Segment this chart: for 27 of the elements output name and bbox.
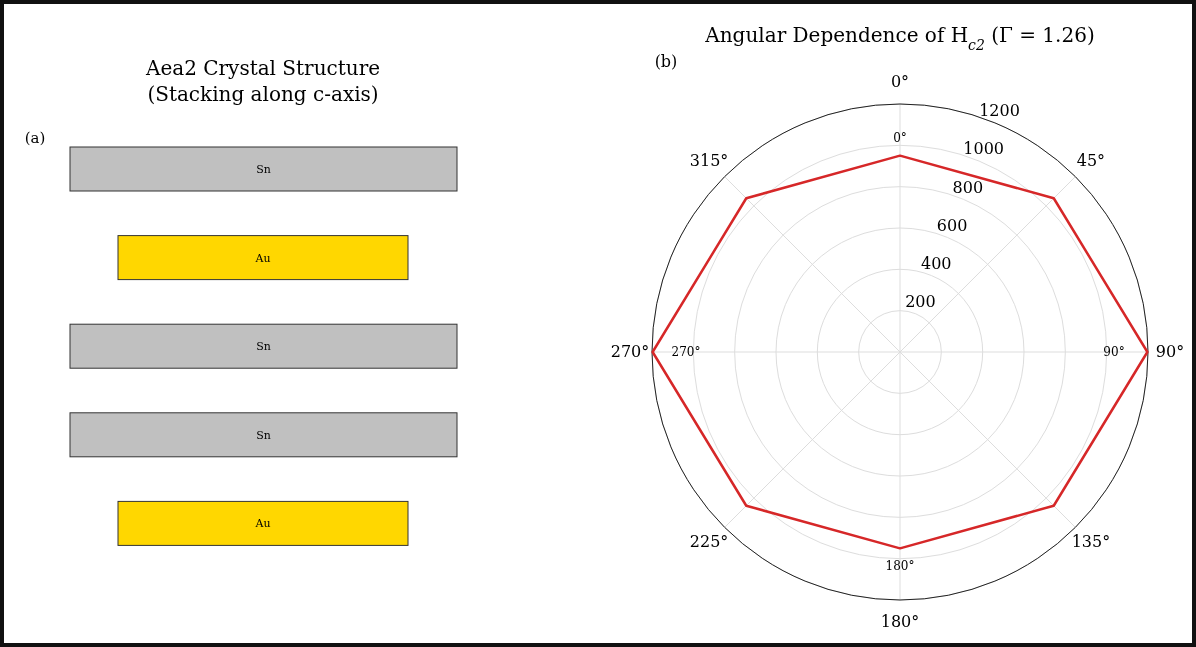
category-label: Au xyxy=(254,517,271,531)
text: Aea2 Crystal Structure (Stacking along c-axis) xyxy=(144,56,381,106)
text: 90° xyxy=(1103,344,1125,359)
spoke-label: 180° xyxy=(880,611,920,631)
spoke-label: 45° xyxy=(1076,150,1106,170)
text: (a) xyxy=(24,129,46,147)
chart-title: Angular Dependence of H$_{c2}$ (Γ = 1.26) xyxy=(704,23,1095,53)
spoke-label: 315° xyxy=(689,150,729,170)
text: 270° xyxy=(671,344,701,359)
text: 180° xyxy=(885,558,915,573)
category-label: Au xyxy=(254,251,271,265)
y-tick-label: 200 xyxy=(905,292,936,312)
spoke-label: 90° xyxy=(1155,341,1185,361)
y-tick-label: 1000 xyxy=(963,139,1005,159)
text: 0° xyxy=(893,130,907,145)
category-label: Sn xyxy=(256,163,271,176)
spoke-label: 225° xyxy=(689,532,729,552)
y-tick-label: 400 xyxy=(920,254,952,274)
spoke-label: 270° xyxy=(610,341,650,361)
y-tick-label: 1200 xyxy=(979,101,1020,121)
category-label: Sn xyxy=(256,340,271,354)
spoke-label: 135° xyxy=(1071,532,1111,552)
spoke-label: 0° xyxy=(890,71,910,91)
text: (b) xyxy=(654,52,678,71)
category-label: Sn xyxy=(256,428,271,442)
y-tick-label: 600 xyxy=(936,215,968,235)
y-tick-label: 800 xyxy=(952,177,984,197)
